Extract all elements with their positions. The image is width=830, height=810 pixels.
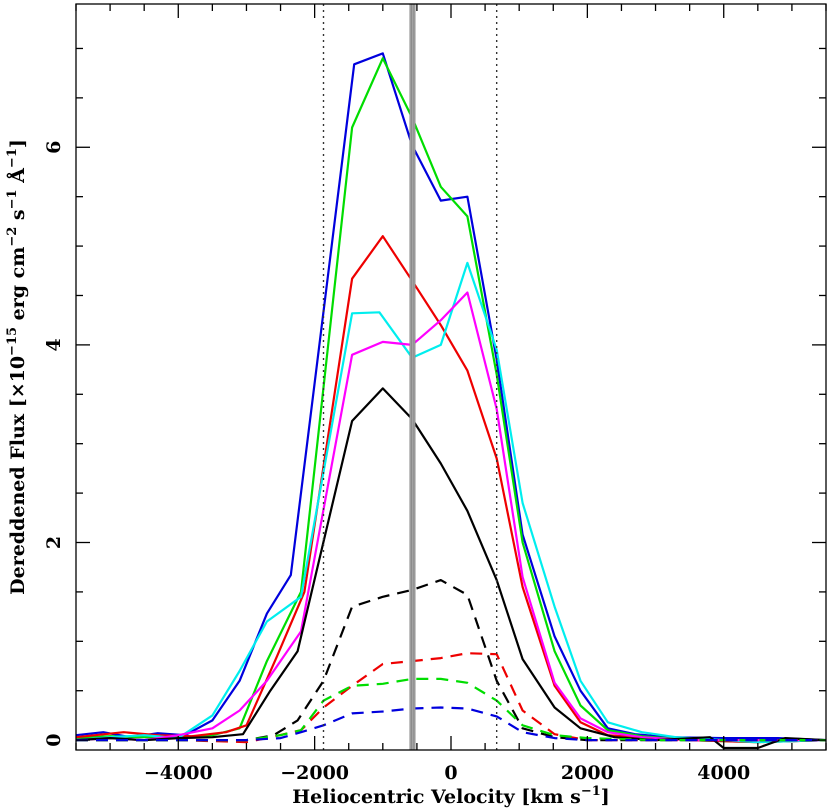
series-line-5	[76, 291, 826, 742]
series-line-6	[76, 387, 826, 750]
series-line-1	[76, 52, 826, 742]
plot-frame	[75, 3, 827, 751]
series-line-9-dashed	[76, 677, 826, 742]
x-tick-label: 2000	[561, 762, 614, 784]
y-axis-label: Dereddened Flux [×10−15 erg cm−2 s−1 Å−1…	[5, 139, 29, 595]
x-tick-label: −2000	[280, 762, 349, 784]
reference-lines	[322, 4, 498, 750]
series-line-7-dashed	[76, 579, 826, 742]
series-line-2	[76, 57, 826, 744]
x-axis-label: Heliocentric Velocity [km s−1]	[292, 784, 610, 808]
y-tick-label: 6	[43, 141, 65, 154]
series-line-3	[76, 235, 826, 744]
y-tick-label: 2	[43, 536, 65, 549]
x-tick-label: 0	[444, 762, 457, 784]
series-line-8-dashed	[76, 652, 826, 744]
x-tick-label: 4000	[697, 762, 750, 784]
y-tick-label: 4	[43, 338, 65, 351]
series-line-4	[76, 261, 826, 744]
tick-labels: −4000 −2000 0 2000 4000 0 2 4 6	[43, 141, 750, 784]
series-layer	[76, 52, 826, 750]
x-tick-label: −4000	[144, 762, 213, 784]
y-tick-label: 0	[43, 734, 65, 747]
axis-ticks	[75, 4, 827, 750]
grey-band	[410, 4, 415, 750]
